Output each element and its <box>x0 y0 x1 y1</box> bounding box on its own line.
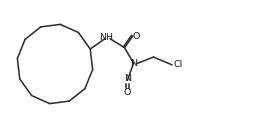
Text: N: N <box>130 59 137 68</box>
Text: N: N <box>124 74 131 83</box>
Text: Cl: Cl <box>173 60 183 69</box>
Text: NH: NH <box>99 33 113 42</box>
Text: O: O <box>133 32 140 41</box>
Text: O: O <box>124 88 131 97</box>
